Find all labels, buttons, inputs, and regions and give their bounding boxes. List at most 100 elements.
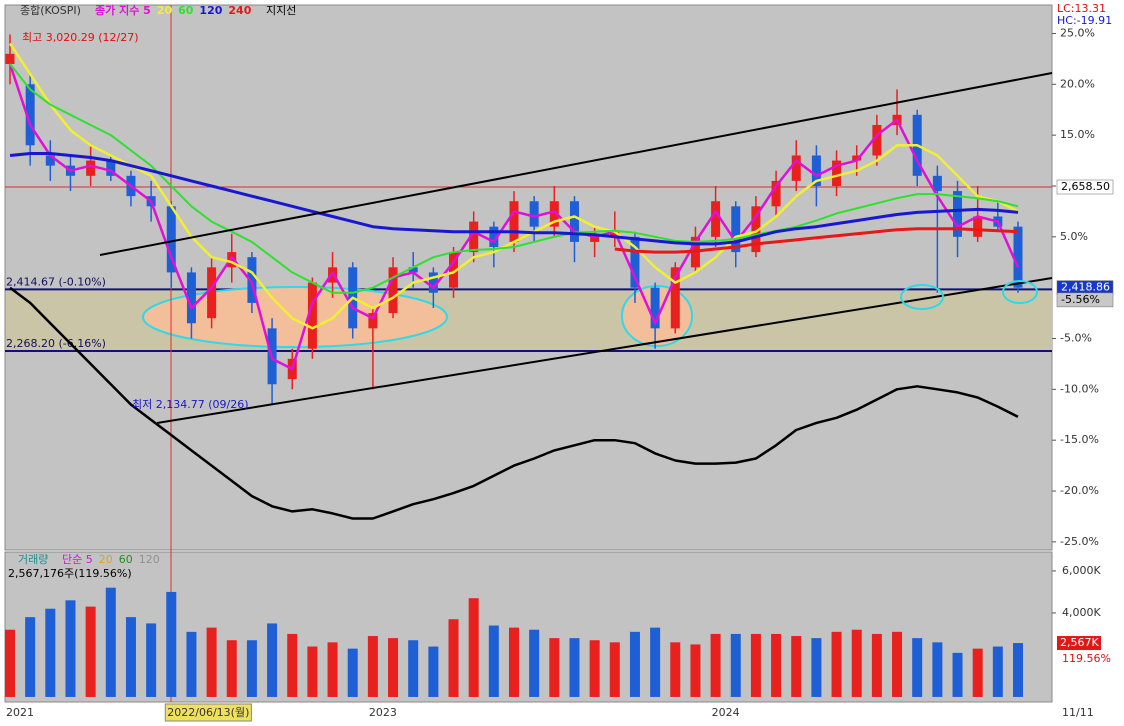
volume-bar [871, 633, 882, 697]
candle-body [1013, 226, 1023, 288]
volume-bar [650, 627, 661, 697]
candle-body [811, 155, 821, 186]
volume-bar [367, 636, 378, 697]
candle-body [529, 201, 539, 227]
candle-body [207, 267, 217, 319]
volume-bar [932, 642, 943, 697]
y-tick-label: -10.0% [1060, 382, 1099, 395]
candle-body [86, 160, 96, 176]
x-tick-label: 2021 [6, 706, 34, 719]
candle-body [630, 236, 640, 288]
volume-bar [186, 631, 197, 697]
volume-bar [710, 633, 721, 697]
candle-body [973, 216, 983, 237]
volume-bar [488, 625, 499, 697]
legend-entry: 60 [178, 4, 194, 17]
x-tick-label: 2023 [369, 706, 397, 719]
candle-body [45, 155, 55, 166]
x-tick-label: 2024 [712, 706, 740, 719]
candle-body [791, 155, 801, 181]
volume-bar [166, 591, 177, 697]
legend-support: 지지선 [266, 4, 296, 17]
candle-body [328, 267, 338, 283]
volume-bar [750, 633, 761, 697]
volume-bar [307, 646, 318, 697]
candle-body [569, 201, 579, 242]
volume-bar [569, 638, 580, 697]
candle-body [711, 201, 721, 237]
volume-bar [831, 631, 842, 697]
y-tick-label: 20.0% [1060, 77, 1095, 90]
volume-bar [428, 646, 439, 697]
candle-body [449, 252, 459, 288]
volume-bar [146, 623, 157, 697]
candle-body [368, 313, 378, 329]
volume-bar [125, 617, 136, 697]
volume-bar [85, 606, 96, 697]
volume-bar [690, 644, 701, 697]
y-tick-label: -20.0% [1060, 484, 1099, 497]
candle-body [771, 180, 781, 207]
y-tick-label: 4,000K [1062, 606, 1101, 619]
candle-body [5, 53, 15, 64]
x-tick-label: 11/11 [1062, 706, 1094, 719]
legend-entry: 240 [228, 4, 251, 17]
volume-bar [327, 642, 338, 697]
volume-bar [388, 638, 399, 697]
candle-body [590, 236, 600, 242]
volume-ratio: 119.56% [1062, 652, 1111, 665]
indicator-line [9, 152, 1019, 246]
volume-bar [5, 629, 15, 697]
volume-bar [408, 640, 419, 697]
highlight-ellipse [142, 286, 448, 348]
volume-legend: 120 [139, 553, 160, 566]
volume-bar [267, 623, 278, 697]
candle-body [670, 267, 680, 329]
volume-bar [912, 638, 923, 697]
y-tick-label: -5.0% [1060, 332, 1092, 345]
zone-layer: 2,414.67 (-0.10%) 2,268.20 (-6.16%) [5, 186, 1052, 353]
candle-body [932, 175, 942, 192]
indicator-line [9, 286, 1019, 520]
candle-body [751, 206, 761, 253]
price-tag-label: -5.56% [1061, 293, 1100, 306]
level-label: 2,268.20 (-6.16%) [6, 337, 106, 350]
volume-title: 거래량 [18, 553, 48, 566]
candle-body [247, 257, 257, 303]
high-label: 최고 3,020.29 (12/27) [22, 31, 139, 44]
x-tick-label: 2022/06/13(월) [167, 706, 249, 719]
volume-bar [730, 633, 741, 697]
volume-bar [246, 640, 257, 697]
volume-bar [448, 619, 459, 697]
volume-legend: 단순 5 [62, 553, 93, 566]
candle-body [186, 272, 196, 324]
candle-body [489, 226, 499, 247]
volume-bar [1013, 643, 1023, 697]
volume-tag [1057, 636, 1101, 651]
y-tick-label: 25.0% [1060, 26, 1095, 39]
candle-body [388, 267, 398, 314]
trend-line [99, 72, 1053, 256]
level-label: 2,414.67 (-0.10%) [6, 275, 106, 288]
y-tick-label: 15.0% [1060, 128, 1095, 141]
volume-bar [670, 642, 681, 697]
price-panel [4, 4, 1053, 551]
volume-bar [791, 636, 802, 697]
price-tag [1056, 292, 1114, 308]
volume-bar [549, 638, 560, 697]
candle-body [872, 124, 882, 156]
volume-bar [25, 617, 36, 697]
lc-label: LC:13.31 [1057, 2, 1106, 15]
indicator-line [9, 63, 1019, 294]
legend-entry: 20 [157, 4, 173, 17]
volume-legend: 60 [119, 553, 133, 566]
candle-body [549, 201, 559, 227]
volume-bar [972, 648, 983, 697]
volume-bar [65, 600, 76, 697]
hc-label: HC:-19.91 [1057, 14, 1112, 27]
candle-body [408, 267, 418, 273]
volume-bar [509, 627, 519, 697]
low-label: 최저 2,134.77 (09/26) [132, 398, 249, 411]
price-tag-label: 2,658.50 [1061, 180, 1110, 193]
